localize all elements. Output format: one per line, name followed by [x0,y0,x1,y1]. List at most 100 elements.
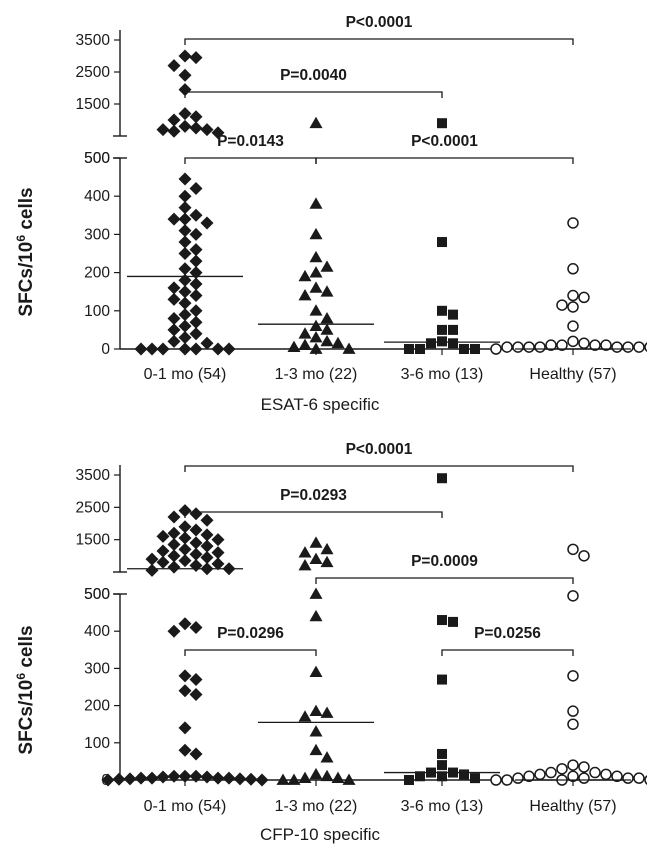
data-point [437,748,447,759]
x-tick-label: 3-6 mo (13) [401,798,484,815]
data-point [320,285,334,297]
data-point [331,771,345,784]
data-point [589,766,601,779]
data-point [178,319,192,333]
data-point [578,761,590,773]
data-point [178,212,192,226]
data-point [523,770,535,783]
data-point [298,559,312,571]
data-point [309,331,323,343]
y-axis-label: SFCs/106 cells [14,625,37,754]
data-point [189,227,203,241]
significance-bracket [315,577,574,584]
data-point [189,182,203,196]
data-point [470,344,480,354]
data-point [156,555,170,569]
data-point [189,536,203,550]
data-point [167,526,181,540]
data-point [255,773,269,787]
data-point [556,299,568,311]
x-tick-label: 0-1 mo (54) [144,366,227,383]
x-tick-label: 3-6 mo (13) [401,366,484,383]
data-point [178,684,192,698]
y-tick-label: 500 [84,150,110,167]
data-point [200,123,214,137]
data-point [298,710,312,722]
data-point [320,706,334,718]
data-point [320,334,334,347]
data-point [309,665,323,677]
data-point [189,687,203,701]
data-point [167,560,181,574]
series-group [258,536,374,785]
data-point [167,212,181,226]
data-point [178,285,192,299]
data-point [320,542,334,555]
data-point [178,247,192,260]
data-point [178,83,192,97]
data-point [167,624,181,638]
data-point [167,311,181,325]
data-point [459,769,469,780]
data-point [567,263,579,275]
data-point [309,116,323,129]
data-point [448,324,458,335]
p-value-label: P=0.0040 [280,67,347,84]
significance-bracket [184,38,574,45]
data-point [189,620,203,634]
data-point [167,292,181,306]
y-tick-label: 100 [84,303,110,320]
data-point [309,197,323,209]
data-point [233,772,247,786]
x-tick-label: Healthy (57) [529,798,616,815]
data-point [112,772,126,786]
data-point [490,774,502,786]
p-value-label: P=0.0296 [217,625,284,642]
series-group [490,543,647,786]
data-point [633,341,645,353]
significance-bracket [184,157,317,164]
data-point [578,337,590,350]
y-tick-label: 300 [84,226,110,243]
series-group [384,118,500,354]
data-point [512,341,524,353]
y-tick-label: 100 [84,735,110,752]
data-point [342,773,356,785]
y-tick-label: 300 [84,660,110,677]
data-point [309,227,323,240]
data-point [309,250,323,263]
y-axis-label: SFCs/106 cells [14,187,37,316]
data-point [178,331,192,345]
y-tick-label: 500 [84,586,110,603]
data-point [178,201,192,215]
significance-bracket [315,157,574,164]
data-point [200,528,214,542]
data-point [309,319,323,331]
x-tick-label: Healthy (57) [529,366,616,383]
data-point [567,705,579,717]
y-axis-label-main: SFCs/10 [16,680,37,755]
data-point [189,547,203,561]
data-point [167,59,181,73]
data-point [178,68,192,82]
data-point [156,529,170,543]
data-point [178,721,192,735]
data-point [512,772,524,784]
data-point [298,338,312,351]
p-value-label: P=0.0256 [474,625,541,642]
data-point [178,189,192,203]
y-tick-label: 400 [84,188,110,205]
data-point [178,172,192,186]
data-point [545,339,557,351]
data-point [189,51,203,65]
data-point [178,235,192,249]
data-point [578,291,590,304]
data-point [156,342,170,356]
data-point [437,118,447,129]
data-point [556,339,568,351]
series-group [490,217,647,355]
data-point [448,338,458,349]
data-point [178,554,192,568]
